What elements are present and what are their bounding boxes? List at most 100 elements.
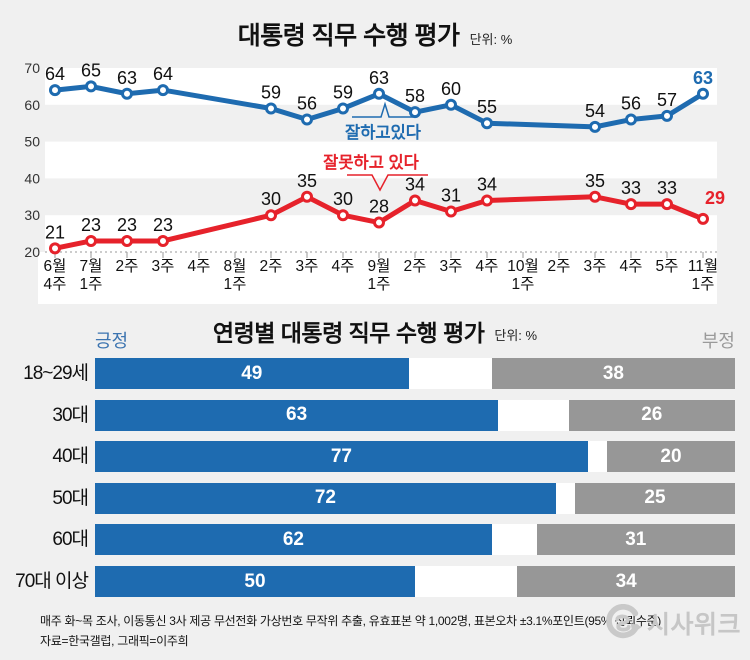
legend-positive-label: 긍정: [95, 331, 129, 351]
bar-chart-title: 연령별 대통령 직무 수행 평가: [212, 320, 485, 346]
data-point: [121, 234, 133, 247]
bar-row: 18~29세 49 38: [0, 358, 750, 389]
positive-bar: 72: [95, 482, 556, 514]
age-group-label: 60대: [52, 529, 89, 551]
data-label: 63: [369, 68, 389, 88]
negative-bar: 25: [575, 482, 735, 514]
x-tick-label: 4주: [332, 258, 355, 275]
data-point: [85, 80, 97, 93]
data-point: [265, 102, 277, 115]
x-tick-label: 4주: [620, 258, 643, 275]
x-tick-label: 2주: [260, 258, 283, 275]
data-point: [49, 242, 61, 255]
x-tick-label: 4주: [44, 276, 67, 293]
sisaweek-logo: 시사위크: [604, 604, 741, 642]
callout-label-positive: 잘하고있다: [345, 122, 422, 142]
data-label: 63: [117, 68, 137, 88]
data-label: 23: [153, 215, 173, 235]
data-point: [373, 216, 385, 229]
data-point: [697, 87, 709, 100]
line-chart-unit-label: 단위: %: [469, 32, 513, 47]
x-tick-label: 1주: [224, 276, 247, 293]
age-group-label: 70대 이상: [15, 571, 89, 592]
callout-line-positive: [352, 101, 413, 118]
callout-line-negative: [347, 174, 428, 192]
data-label: 21: [45, 222, 65, 242]
bar-track: 77 20: [95, 441, 735, 473]
y-tick-label: 60: [24, 97, 40, 113]
data-point: [625, 198, 637, 211]
series-lines: [49, 80, 709, 255]
data-label: 60: [441, 79, 461, 99]
data-point: [157, 84, 169, 97]
data-point: [445, 205, 457, 218]
data-point: [697, 212, 709, 225]
negative-bar: 26: [568, 399, 735, 431]
x-tick-label: 6월: [44, 257, 67, 275]
data-label: 29: [705, 188, 725, 208]
data-label: 23: [81, 215, 101, 235]
data-point: [301, 190, 313, 203]
x-tick-label: 9월: [368, 257, 391, 275]
x-tick-label: 5주: [656, 258, 679, 275]
bar-track: 63 26: [95, 399, 735, 431]
data-label: 57: [657, 90, 677, 110]
y-tick-label: 40: [24, 170, 40, 186]
positive-bar: 77: [95, 441, 588, 473]
x-tick-label: 3주: [152, 258, 175, 275]
x-tick-label: 4주: [188, 258, 211, 275]
data-label: 54: [585, 101, 605, 121]
bar-chart-unit-label: 단위: %: [494, 328, 538, 343]
legend-negative-label: 부정: [701, 331, 735, 351]
data-label: 58: [405, 86, 425, 106]
data-label: 55: [477, 97, 497, 117]
data-label: 33: [621, 178, 641, 198]
data-point: [409, 106, 421, 119]
x-tick-label: 8월: [224, 257, 247, 275]
line-chart-title: 대통령 직무 수행 평가: [237, 22, 460, 50]
footer-credits: 자료=한국갤럽, 그래픽=이주희: [40, 634, 189, 648]
data-point: [49, 84, 61, 97]
data-label: 30: [333, 189, 353, 209]
data-point: [373, 87, 385, 100]
x-tick-label: 1주: [80, 276, 103, 293]
data-point: [301, 113, 313, 126]
data-label: 56: [297, 94, 317, 114]
callout-label-negative: 잘못하고 있다: [323, 152, 419, 172]
data-point: [265, 209, 277, 222]
x-tick-label: 11월: [688, 257, 718, 275]
bar-row: 50대 72 25: [0, 482, 750, 514]
data-label: 64: [45, 64, 65, 84]
data-label: 63: [693, 68, 713, 88]
bar-row: 40대 77 20: [0, 441, 750, 473]
y-tick-label: 30: [24, 207, 40, 223]
negative-bar: 20: [607, 441, 735, 473]
negative-bar: 34: [517, 566, 735, 597]
data-point: [625, 113, 637, 126]
x-tick-label: 1주: [692, 276, 715, 293]
negative-bar: 31: [536, 524, 735, 556]
positive-bar: 50: [95, 566, 415, 597]
sisaweek-logo-icon: [606, 604, 642, 639]
y-tick-label: 70: [24, 60, 40, 76]
bar-row: 60대 62 31: [0, 524, 750, 556]
positive-bar: 62: [95, 524, 492, 556]
data-label: 59: [333, 82, 353, 102]
data-label: 28: [369, 197, 389, 217]
data-label: 65: [81, 60, 101, 80]
data-labels: 64 65 63 64 59 56 59 63 58 60 55 54 56 57 63 21 23 23 23 30…: [45, 60, 725, 242]
data-point: [481, 194, 493, 207]
data-point: [445, 98, 457, 111]
data-point: [589, 120, 601, 133]
x-label-strip: [38, 252, 717, 304]
data-label: 31: [441, 186, 461, 206]
line-chart-title-row: 대통령 직무 수행 평가 단위: %: [0, 16, 750, 52]
positive-bar: 49: [95, 358, 409, 389]
data-point: [661, 109, 673, 122]
positive-bar: 63: [95, 399, 499, 431]
data-point: [85, 234, 97, 247]
y-tick-label: 50: [24, 134, 40, 150]
x-tick-label: 7월: [80, 257, 103, 275]
